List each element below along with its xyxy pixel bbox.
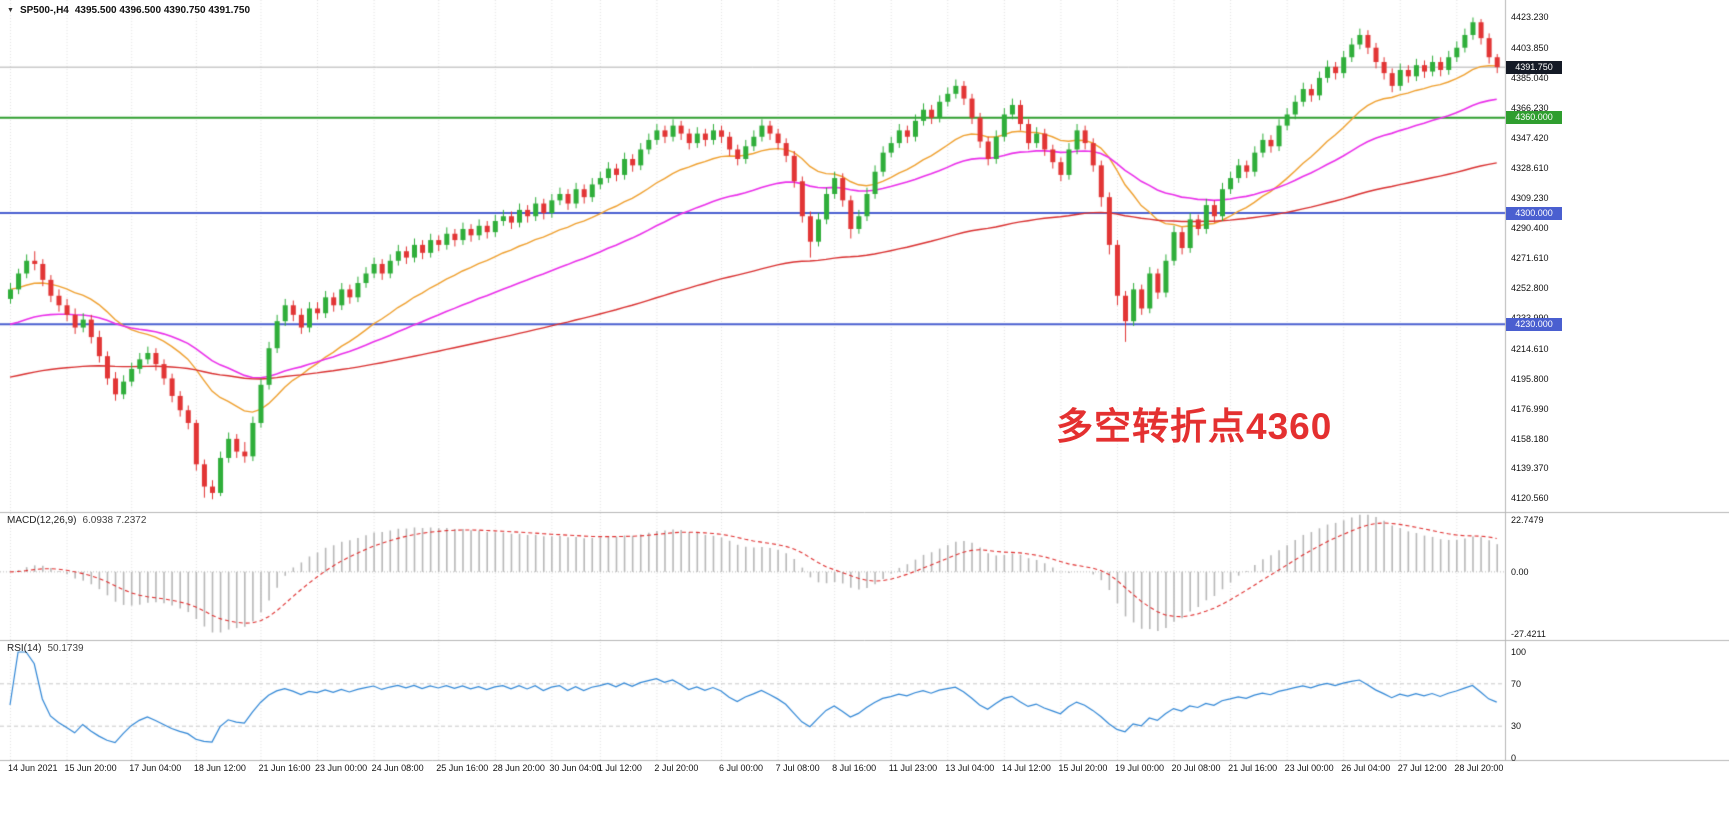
hline-price-badge: 4300.000 [1506,206,1562,220]
macd-label: MACD(12,26,9) [7,515,77,526]
chart-annotation-text: 多空转折点4360 [1056,406,1333,447]
rsi-panel-header: RSI(14) 50.1739 [7,643,84,654]
symbol-ohlc-values: 4395.500 4396.500 4390.750 4391.750 [74,5,251,16]
macd-panel-header: MACD(12,26,9) 6.0938 7.2372 [7,515,146,526]
hline-price-badge: 4230.000 [1506,317,1562,331]
hline-price-badge: 4360.000 [1506,111,1562,125]
symbol-dropdown-icon: ▼ [7,7,14,14]
chart-header: ▼ SP500-,H4 4395.500 4396.500 4390.750 4… [7,5,250,16]
symbol-title: SP500-,H4 [19,5,69,16]
rsi-label: RSI(14) [7,643,42,654]
current-price-badge: 4391.750 [1506,60,1562,74]
rsi-value: 50.1739 [47,643,84,654]
macd-values: 6.0938 7.2372 [82,515,147,526]
